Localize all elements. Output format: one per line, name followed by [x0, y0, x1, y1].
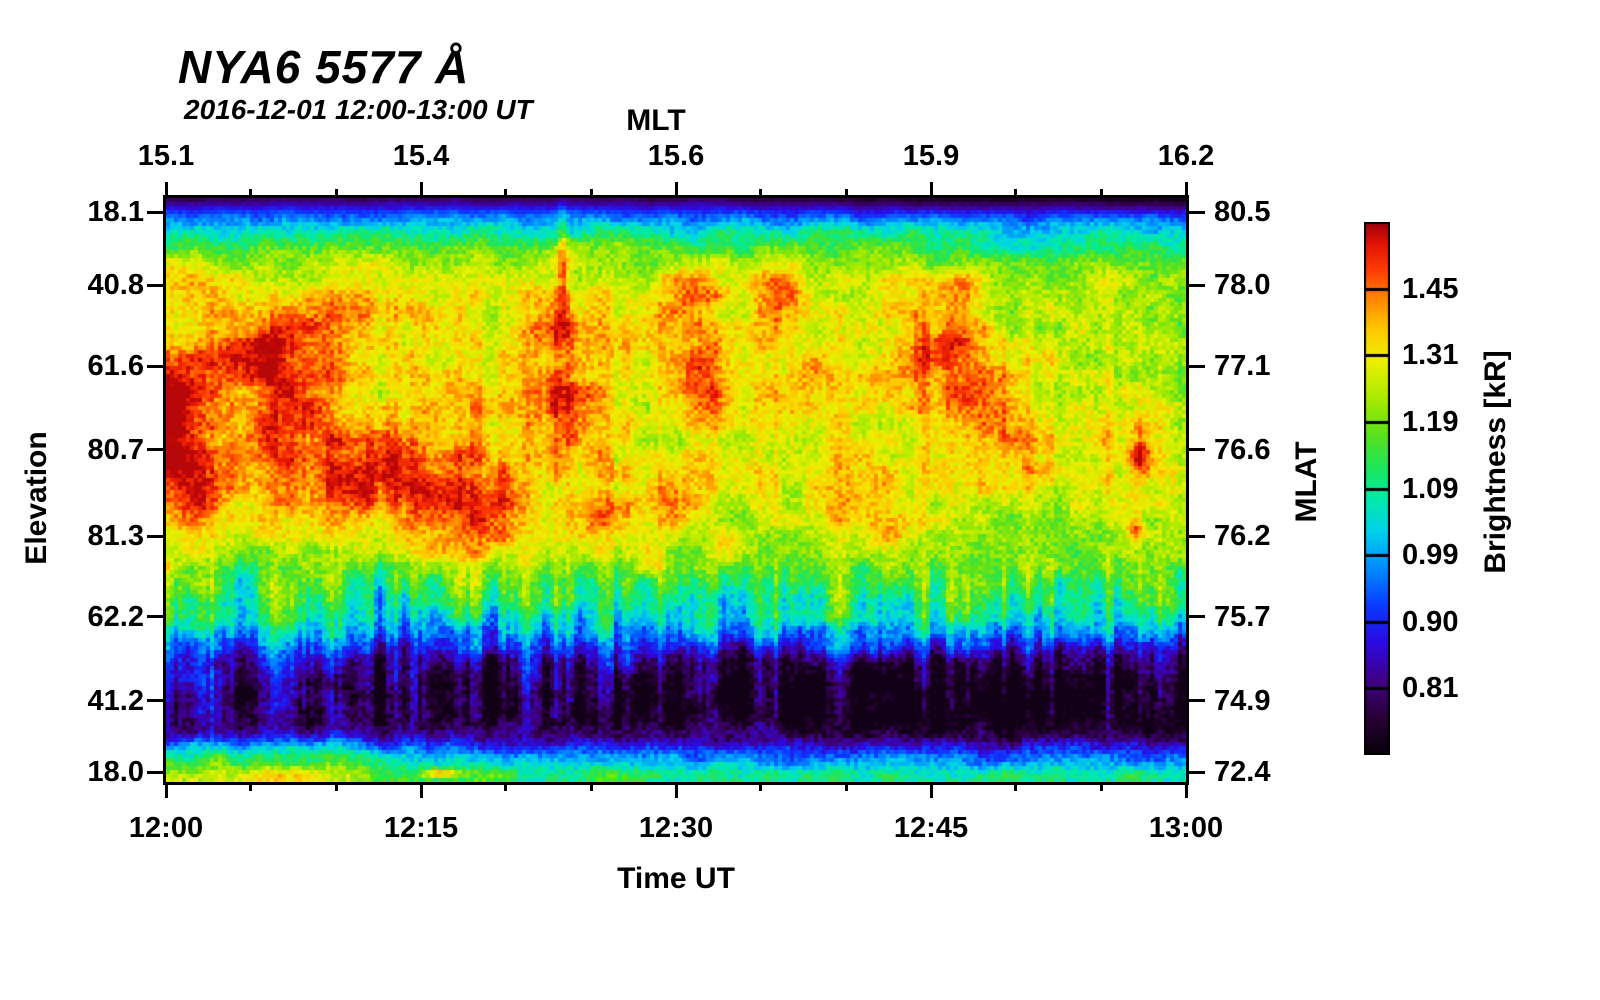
left-tick — [147, 283, 166, 287]
right-tick-label: 74.9 — [1214, 684, 1271, 717]
right-tick — [1186, 283, 1205, 287]
left-tick — [147, 699, 166, 703]
left-tick — [147, 210, 166, 214]
top-major-tick — [1184, 182, 1188, 198]
right-tick-label: 77.1 — [1214, 350, 1271, 383]
bottom-minor-tick — [1099, 782, 1103, 791]
top-tick-label: 15.1 — [137, 140, 195, 172]
left-tick — [147, 534, 166, 538]
right-tick-label: 80.5 — [1214, 196, 1271, 229]
bottom-tick-label: 12:45 — [893, 812, 969, 844]
top-major-tick — [419, 182, 423, 198]
bottom-tick-label: 12:15 — [383, 812, 459, 844]
top-minor-tick — [1014, 189, 1018, 198]
bottom-minor-tick — [1014, 782, 1018, 791]
top-minor-tick — [504, 189, 508, 198]
right-tick-label: 75.7 — [1214, 600, 1271, 633]
top-major-tick — [164, 182, 168, 198]
bottom-minor-tick — [249, 782, 253, 791]
bottom-major-tick — [164, 782, 168, 798]
right-tick — [1186, 534, 1205, 538]
bottom-tick-label: 13:00 — [1148, 812, 1224, 844]
top-minor-tick — [1099, 189, 1103, 198]
bottom-major-tick — [929, 782, 933, 798]
left-tick — [147, 615, 166, 619]
left-tick-label: 18.1 — [87, 196, 144, 229]
colorbar-tick-label: 1.31 — [1402, 339, 1459, 372]
right-tick-label: 76.6 — [1214, 433, 1271, 466]
right-tick-label: 72.4 — [1214, 756, 1271, 789]
colorbar-tick-label: 0.90 — [1402, 605, 1459, 638]
top-tick-label: 15.6 — [647, 140, 705, 172]
top-minor-tick — [249, 189, 253, 198]
bottom-minor-tick — [759, 782, 763, 791]
top-tick-label: 15.4 — [392, 140, 450, 172]
bottom-minor-tick — [504, 782, 508, 791]
left-tick — [147, 770, 166, 774]
left-tick-label: 41.2 — [87, 684, 144, 717]
figure-title: NYA6 5577 Å — [178, 41, 470, 93]
top-tick-label: 15.9 — [902, 140, 960, 172]
top-minor-tick — [844, 189, 848, 198]
right-tick — [1186, 448, 1205, 452]
top-minor-tick — [589, 189, 593, 198]
right-tick — [1186, 699, 1205, 703]
top-minor-tick — [759, 189, 763, 198]
colorbar-tick-label: 1.19 — [1402, 405, 1459, 438]
colorbar-tick-label: 1.09 — [1402, 472, 1459, 505]
figure-subtitle: 2016-12-01 12:00-13:00 UT — [184, 94, 533, 125]
bottom-major-tick — [419, 782, 423, 798]
mlt-axis-label: MLT — [626, 104, 686, 137]
top-minor-tick — [334, 189, 338, 198]
right-tick — [1186, 364, 1205, 368]
left-tick — [147, 364, 166, 368]
time-axis-label: Time UT — [617, 862, 735, 895]
colorbar-tick-label: 0.99 — [1402, 539, 1459, 572]
left-tick-label: 40.8 — [87, 269, 144, 302]
bottom-minor-tick — [844, 782, 848, 791]
left-tick-label: 62.2 — [87, 600, 144, 633]
right-tick-label: 78.0 — [1214, 269, 1271, 302]
bottom-major-tick — [674, 782, 678, 798]
left-tick — [147, 448, 166, 452]
bottom-minor-tick — [334, 782, 338, 791]
left-tick-label: 61.6 — [87, 350, 144, 383]
left-tick-label: 18.0 — [87, 756, 144, 789]
top-major-tick — [929, 182, 933, 198]
colorbar-tick-label: 1.45 — [1402, 272, 1459, 305]
top-major-tick — [674, 182, 678, 198]
left-tick-label: 80.7 — [87, 433, 144, 466]
top-tick-label: 16.2 — [1157, 140, 1215, 172]
colorbar-tick-label: 0.81 — [1402, 672, 1459, 705]
right-tick — [1186, 770, 1205, 774]
elevation-axis-label: Elevation — [20, 431, 53, 565]
left-tick-label: 81.3 — [87, 520, 144, 553]
bottom-major-tick — [1184, 782, 1188, 798]
keogram-heatmap — [166, 198, 1186, 782]
right-tick — [1186, 210, 1205, 214]
right-tick — [1186, 615, 1205, 619]
bottom-tick-label: 12:30 — [638, 812, 714, 844]
right-tick-label: 76.2 — [1214, 520, 1271, 553]
colorbar — [1364, 222, 1390, 755]
bottom-minor-tick — [589, 782, 593, 791]
bottom-tick-label: 12:00 — [128, 812, 204, 844]
